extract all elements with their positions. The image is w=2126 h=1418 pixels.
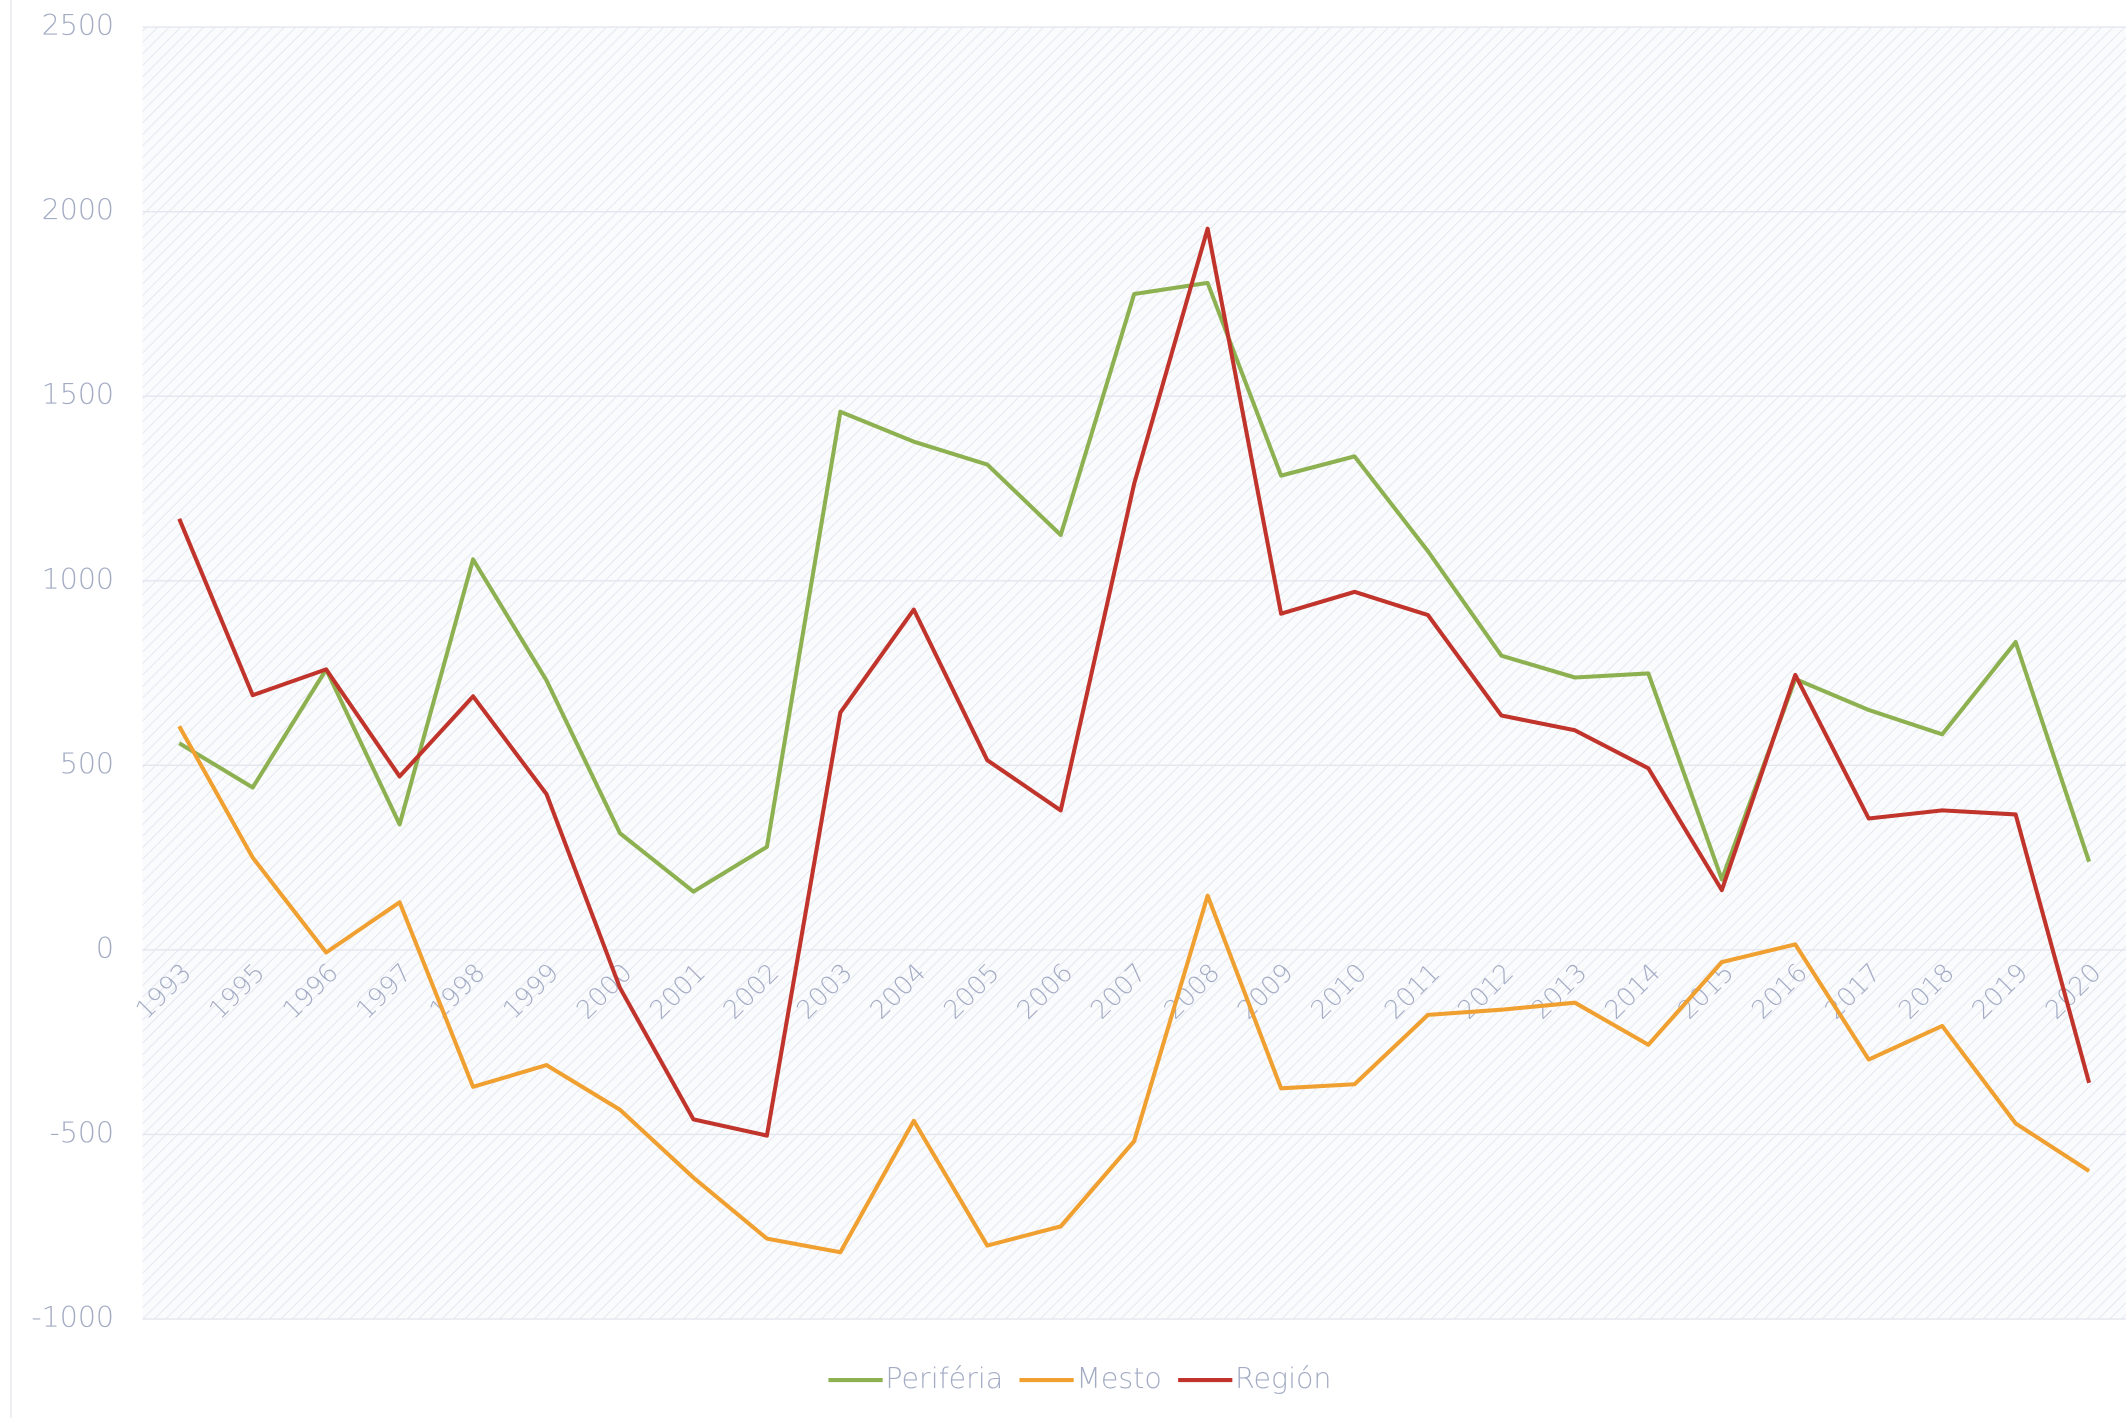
series-line xyxy=(177,226,2092,1138)
series-line xyxy=(177,725,2091,1255)
y-tick-label: 2000 xyxy=(42,194,114,227)
y-tick-label: 1500 xyxy=(42,378,114,411)
y-tick-label: 2500 xyxy=(42,9,114,42)
legend-label: Región xyxy=(1235,1362,1331,1395)
legend-label: Periféria xyxy=(885,1362,1003,1395)
y-tick-label: 1000 xyxy=(42,563,114,596)
y-tick-label: 0 xyxy=(96,932,114,965)
y-tick-label: 500 xyxy=(60,747,114,780)
legend-label: Mesto xyxy=(1076,1362,1161,1395)
y-tick-label: -500 xyxy=(49,1116,114,1149)
y-tick-label: -1000 xyxy=(31,1301,114,1334)
